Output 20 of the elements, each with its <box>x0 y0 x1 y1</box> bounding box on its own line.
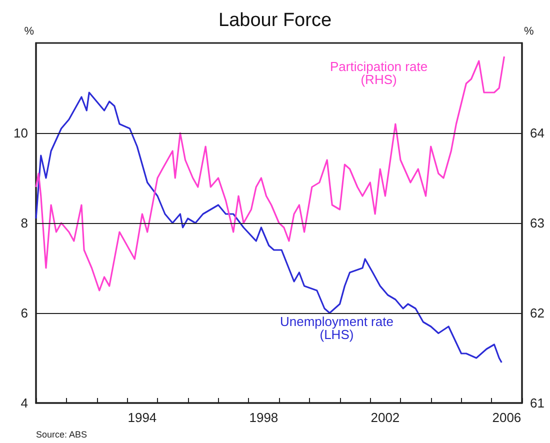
source-note: Source: ABS <box>36 430 88 440</box>
y2-tick-label: 61 <box>530 396 544 410</box>
x-tick-label: 2002 <box>370 410 400 425</box>
line-series <box>35 56 506 292</box>
y2-tick-label: 64 <box>530 126 544 140</box>
y-axis-title: % <box>24 26 34 38</box>
series-label: Unemployment rate (LHS) <box>280 314 394 342</box>
x-tick-label: 1994 <box>128 410 157 425</box>
y-tick-label: 4 <box>20 396 28 410</box>
y2-tick-label: 62 <box>530 306 544 320</box>
chart-title: Labour Force <box>218 10 332 31</box>
x-tick-label: 2006 <box>492 410 522 425</box>
y-tick-label: 6 <box>20 306 28 320</box>
line-series <box>35 92 502 364</box>
y2-axis-title: % <box>524 26 534 38</box>
x-tick-label: 1998 <box>249 410 278 425</box>
y2-tick-label: 63 <box>530 216 544 230</box>
y-tick-label: 8 <box>20 216 28 230</box>
y-tick-label: 10 <box>14 126 28 140</box>
text: Participation rate (RHS) <box>330 59 428 87</box>
